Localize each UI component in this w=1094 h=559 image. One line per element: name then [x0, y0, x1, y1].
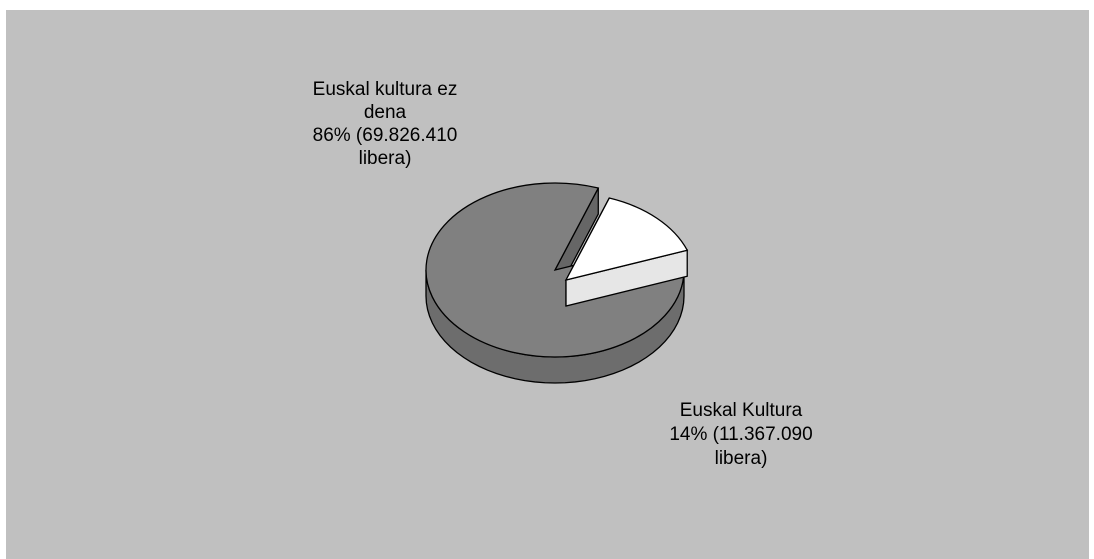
data-label-line: dena — [364, 102, 407, 123]
data-label-line: libera) — [715, 448, 768, 469]
data-label-line: 86% (69.826.410 — [313, 125, 458, 146]
data-label-euskal-kultura: Euskal Kultura 14% (11.367.090 libera) — [669, 400, 812, 469]
data-label-line: 14% (11.367.090 — [669, 424, 812, 445]
slice-top — [425, 182, 685, 358]
data-label-line: Euskal Kultura — [680, 400, 803, 421]
pie-slice-euskal-kultura — [564, 197, 689, 307]
slice-top — [564, 197, 689, 281]
data-label-line: Euskal kultura ez — [313, 79, 458, 100]
data-label-euskal-kultura-ez-dena: Euskal kultura ez dena 86% (69.826.410 libe… — [313, 79, 458, 169]
data-label-line: libera) — [359, 148, 412, 169]
